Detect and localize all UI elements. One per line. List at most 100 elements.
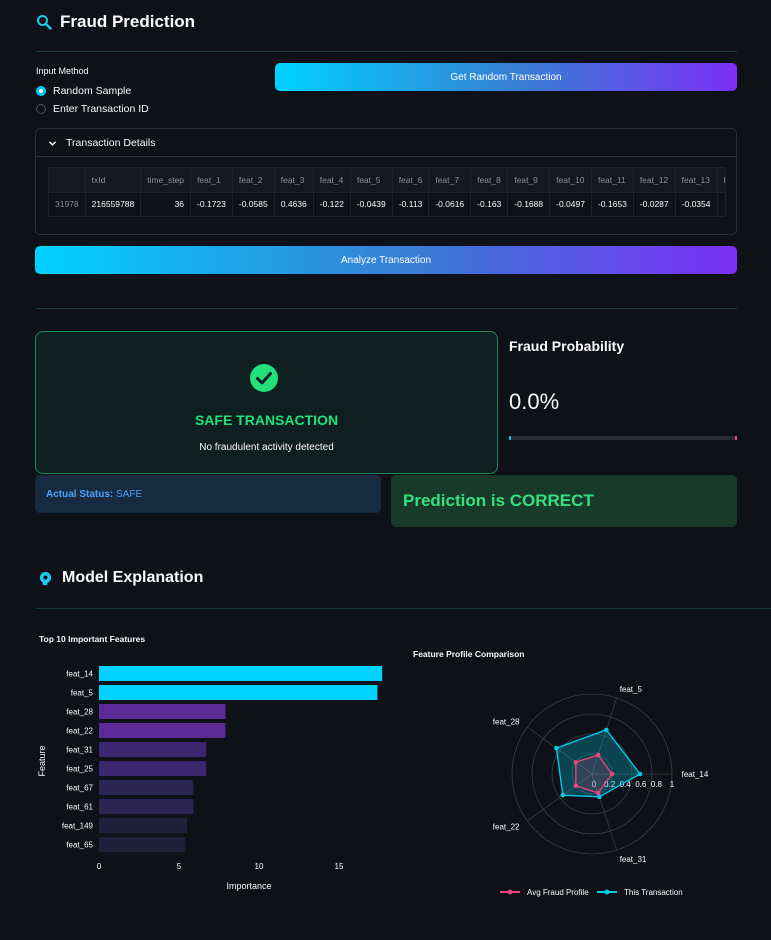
table-column-header[interactable]: feat_13 xyxy=(675,168,718,192)
y-axis-label: Feature xyxy=(37,745,47,776)
table-column-header[interactable]: feat_8 xyxy=(470,168,509,192)
radar-legend: Avg Fraud Profile This Transaction xyxy=(500,888,683,897)
radar-point[interactable] xyxy=(554,745,559,751)
transaction-details-expander: Transaction Details txId time_step feat_1 f… xyxy=(35,128,737,235)
radar-point[interactable] xyxy=(597,794,602,800)
table-row: 31978 216559788 36 -0.1723 -0.0585 0.4636 -0.1… xyxy=(49,191,725,216)
table-column-header[interactable]: feat_2 xyxy=(232,168,275,192)
table-column-header[interactable]: time_step xyxy=(140,168,192,192)
y-tick-label: feat_61 xyxy=(66,803,93,812)
bar-feat_22[interactable] xyxy=(99,723,226,738)
radio-random-sample[interactable]: Random Sample xyxy=(36,85,131,97)
table-column-header[interactable]: feat_10 xyxy=(549,168,592,192)
table-column-header[interactable]: feat_7 xyxy=(428,168,472,192)
expander-header[interactable]: Transaction Details xyxy=(48,137,155,149)
table-cell: -0 xyxy=(717,191,725,216)
radar-spoke xyxy=(591,773,618,851)
bar-feat_28[interactable] xyxy=(99,704,226,719)
table-column-header[interactable]: txId xyxy=(85,168,142,192)
table-column-header[interactable]: feat_5 xyxy=(350,168,393,192)
legend-label[interactable]: This Transaction xyxy=(624,888,683,897)
bar-feat_67[interactable] xyxy=(99,780,194,795)
legend-marker xyxy=(507,889,513,895)
bar-feat_5[interactable] xyxy=(99,685,378,700)
fraud-probability-end-marker xyxy=(735,436,737,440)
y-tick-label: feat_149 xyxy=(62,822,94,831)
bar-feat_31[interactable] xyxy=(99,742,207,757)
radar-axis-label: feat_22 xyxy=(493,823,520,832)
radar-point[interactable] xyxy=(604,727,609,733)
check-circle-icon xyxy=(250,364,278,392)
table-column-header[interactable]: feat_11 xyxy=(591,168,634,192)
table-row-index: 31978 xyxy=(49,191,86,216)
legend-label[interactable]: Avg Fraud Profile xyxy=(527,888,589,897)
safe-transaction-card: SAFE TRANSACTION No fraudulent activity … xyxy=(35,331,498,474)
table-cell: -0.0354 xyxy=(675,191,718,216)
table-cell: 216559788 xyxy=(85,191,142,216)
radial-tick-label: 0.4 xyxy=(620,780,632,789)
legend-marker xyxy=(604,889,610,895)
table-cell: -0.0287 xyxy=(633,191,676,216)
transaction-table[interactable]: txId time_step feat_1 feat_2 feat_3 feat_4 fea… xyxy=(48,167,726,217)
table-column-header[interactable]: fea xyxy=(717,168,725,192)
table-column-header[interactable]: feat_4 xyxy=(313,168,351,192)
model-explanation-header: Model Explanation xyxy=(38,569,203,587)
radar-point[interactable] xyxy=(595,752,601,758)
table-cell: -0.0497 xyxy=(549,191,592,216)
radio-button-selected[interactable] xyxy=(36,86,46,96)
bar-feat_149[interactable] xyxy=(99,818,187,833)
radio-label: Random Sample xyxy=(53,85,132,97)
bar-feat_65[interactable] xyxy=(99,837,186,852)
y-tick-label: feat_67 xyxy=(66,784,93,793)
radar-spoke xyxy=(527,726,593,775)
radio-label: Enter Transaction ID xyxy=(53,103,149,115)
fraud-probability-value: 0.0% xyxy=(509,389,560,414)
actual-status-box: Actual Status: SAFE xyxy=(35,475,381,513)
table-cell: 36 xyxy=(140,191,192,216)
x-tick-label: 10 xyxy=(255,862,264,871)
bar-feat_25[interactable] xyxy=(99,761,207,776)
table-column-header[interactable]: feat_6 xyxy=(392,168,430,192)
radar-point[interactable] xyxy=(560,792,566,798)
table-column-header[interactable]: feat_12 xyxy=(633,168,676,192)
table-cell: -0.0585 xyxy=(232,191,275,216)
table-column-header[interactable]: feat_3 xyxy=(274,168,314,192)
prediction-correct-box: Prediction is CORRECT xyxy=(391,475,737,527)
bar-feat_61[interactable] xyxy=(99,799,194,814)
y-tick-label: feat_14 xyxy=(66,670,93,679)
table-cell: 0.4636 xyxy=(274,191,314,216)
table-cell: -0.1723 xyxy=(190,191,233,216)
actual-status-value: SAFE xyxy=(116,488,143,500)
page-title: Fraud Prediction xyxy=(60,12,196,31)
analyze-transaction-button[interactable]: Analyze Transaction xyxy=(35,246,737,274)
fraud-probability-bar xyxy=(509,436,737,440)
radar-point[interactable] xyxy=(573,783,579,789)
x-axis-label: Importance xyxy=(226,881,271,891)
feature-profile-radar: feat_14 feat_5 feat_28 feat_22 feat_31 0 0.2 0.… xyxy=(493,685,709,864)
radio-button[interactable] xyxy=(36,104,46,114)
table-column-header[interactable]: feat_9 xyxy=(507,168,551,192)
radial-tick-label: 0.8 xyxy=(651,780,663,789)
bar-feat_14[interactable] xyxy=(99,666,383,681)
actual-status-label: Actual Status: xyxy=(46,488,114,500)
get-random-transaction-button[interactable]: Get Random Transaction xyxy=(275,63,737,91)
x-tick-label: 0 xyxy=(97,862,102,871)
radar-point[interactable] xyxy=(609,771,615,777)
radar-point[interactable] xyxy=(637,771,643,777)
chevron-down-icon xyxy=(48,140,57,146)
table-column-header[interactable]: feat_1 xyxy=(190,168,233,192)
radial-tick-label: 0.6 xyxy=(635,780,647,789)
model-explanation-title: Model Explanation xyxy=(62,569,204,586)
table-column-header[interactable] xyxy=(49,168,86,192)
radio-enter-txid[interactable]: Enter Transaction ID xyxy=(36,103,149,115)
radar-point[interactable] xyxy=(573,759,579,765)
table-cell: -0.1688 xyxy=(507,191,551,216)
radar-point[interactable] xyxy=(595,790,601,796)
status-title: SAFE TRANSACTION xyxy=(194,412,339,428)
table-header-row: txId time_step feat_1 feat_2 feat_3 feat_4 fea… xyxy=(49,168,725,192)
section-divider xyxy=(36,308,737,309)
y-tick-label: feat_5 xyxy=(71,689,94,698)
radar-axis-label: feat_28 xyxy=(493,717,520,726)
table-cell: -0.1653 xyxy=(591,191,634,216)
page-header: Fraud Prediction xyxy=(36,12,195,32)
